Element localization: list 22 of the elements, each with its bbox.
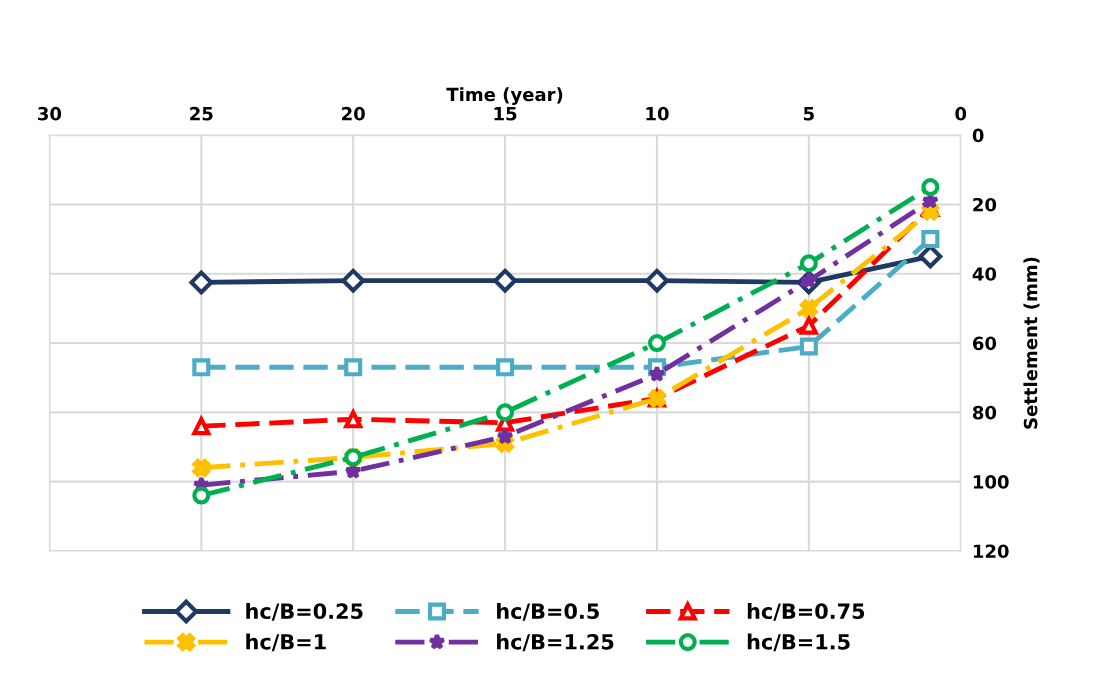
y-tick-label: 20 <box>973 197 997 212</box>
y-axis-title: Settlement (mm) <box>1023 257 1040 429</box>
legend-label: hc/B=1 <box>246 633 326 652</box>
y-tick-label: 0 <box>972 128 984 143</box>
y-tick-label: 60 <box>972 336 997 351</box>
x-tick-label: 30 <box>38 106 62 121</box>
y-tick-label: 40 <box>972 267 997 281</box>
legend-label: hc/B=0.75 <box>747 602 865 621</box>
x-tick-label: 0 <box>955 106 967 121</box>
x-axis-title: Time (year) <box>446 87 563 105</box>
legend-label: hc/B=1.5 <box>747 633 850 652</box>
legend-label: hc/B=0.25 <box>246 602 363 621</box>
x-tick-label: 5 <box>803 107 814 121</box>
y-tick-label: 120 <box>973 544 1009 559</box>
y-tick-label: 80 <box>972 405 997 420</box>
legend-label: hc/B=1.25 <box>497 633 614 652</box>
legend-label: hc/B=0.5 <box>497 602 599 621</box>
y-tick-label: 100 <box>973 475 1009 489</box>
x-tick-label: 15 <box>494 107 517 121</box>
x-tick-label: 10 <box>646 106 669 121</box>
x-tick-label: 20 <box>342 106 365 121</box>
x-tick-label: 25 <box>190 106 213 121</box>
